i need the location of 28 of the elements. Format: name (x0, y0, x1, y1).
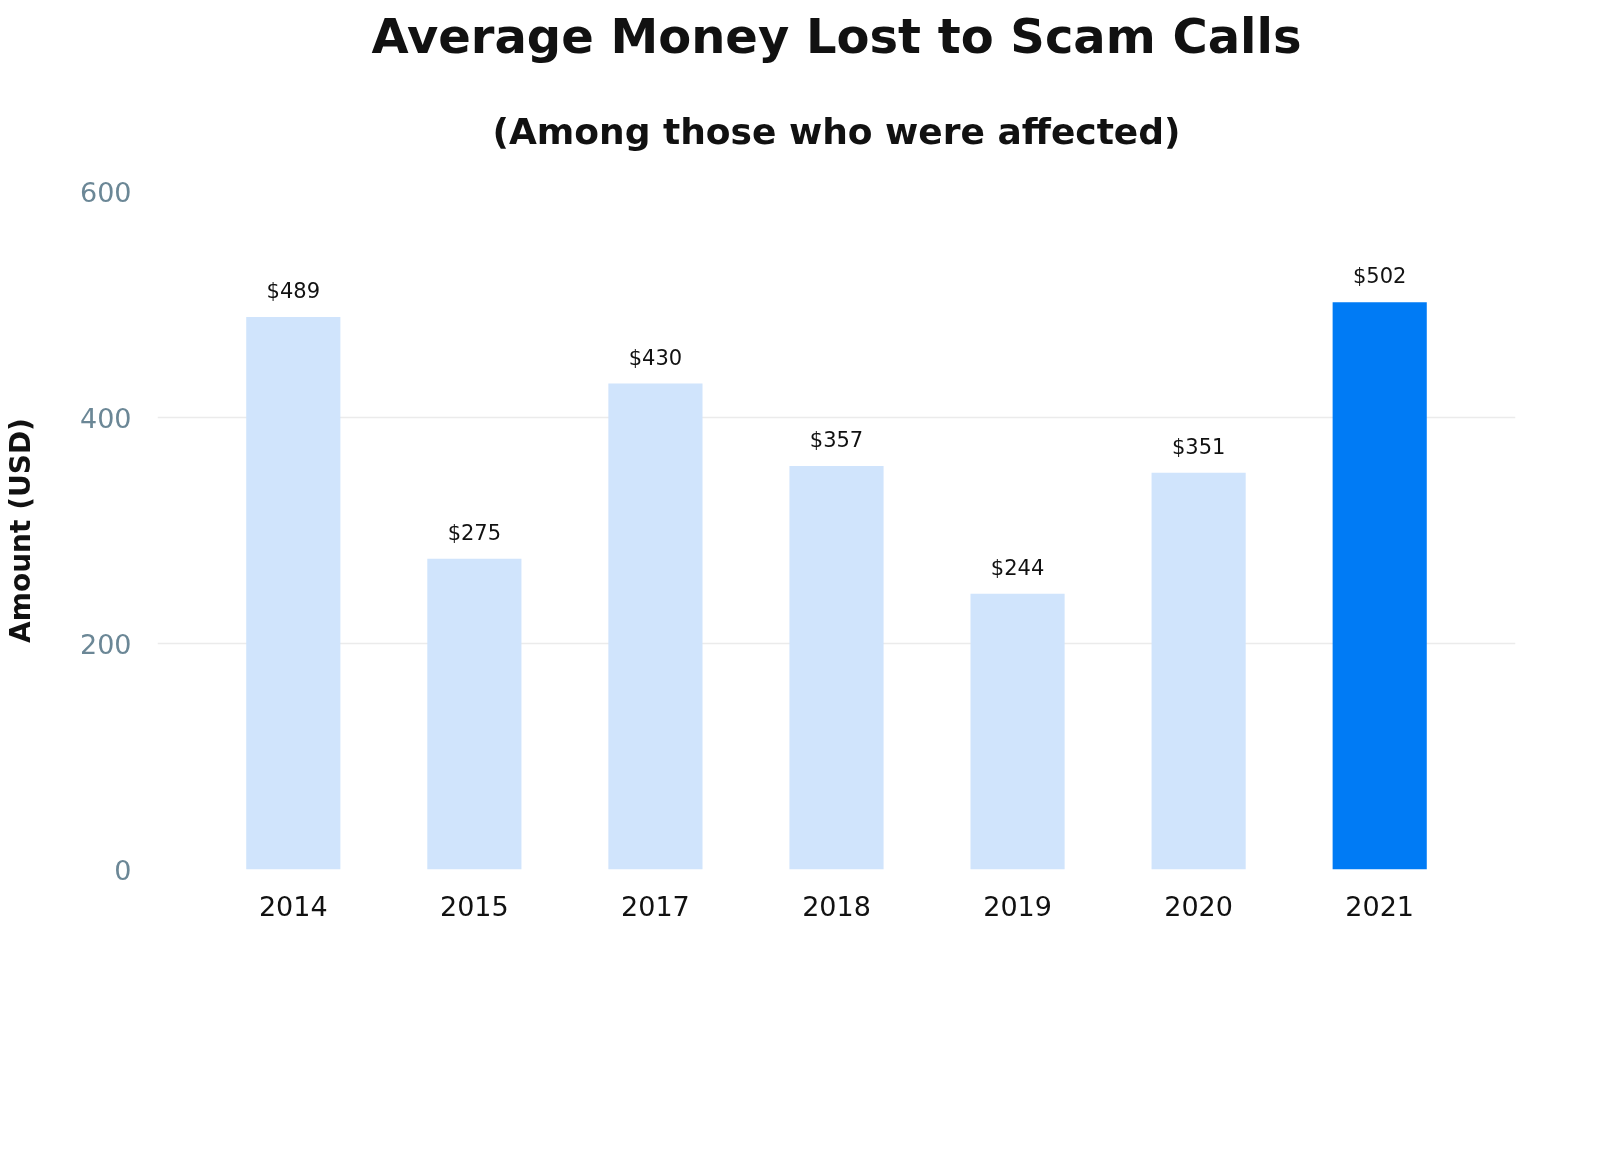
y-tick-label: 200 (79, 628, 132, 660)
chart-subtitle: (Among those who were affected) (492, 110, 1181, 152)
data-label: $275 (447, 520, 502, 545)
x-tick-label: 2015 (440, 890, 509, 922)
data-label: $489 (266, 278, 321, 303)
bar (427, 558, 522, 870)
bar (1151, 472, 1246, 870)
data-label: $430 (628, 345, 683, 370)
x-tick-label: 2019 (983, 890, 1052, 922)
y-axis-title: Amount (USD) (3, 418, 37, 643)
chart-title: Average Money Lost to Scam Calls (371, 7, 1302, 64)
x-tick-label: 2020 (1164, 890, 1233, 922)
y-tick-label: 600 (79, 176, 132, 208)
bar (608, 383, 703, 870)
y-tick-label: 400 (79, 402, 132, 434)
x-tick-label: 2018 (802, 890, 871, 922)
data-label: $357 (809, 428, 864, 453)
bar (1332, 302, 1427, 870)
data-label: $351 (1171, 434, 1226, 459)
bar (246, 316, 341, 870)
bar (970, 593, 1065, 870)
x-tick-label: 2017 (621, 890, 690, 922)
x-tick-label: 2021 (1345, 890, 1415, 922)
x-tick-label: 2014 (258, 890, 328, 922)
data-label: $502 (1352, 264, 1407, 289)
data-label: $244 (990, 555, 1045, 580)
bar (789, 466, 884, 870)
y-tick-label: 0 (114, 854, 132, 886)
